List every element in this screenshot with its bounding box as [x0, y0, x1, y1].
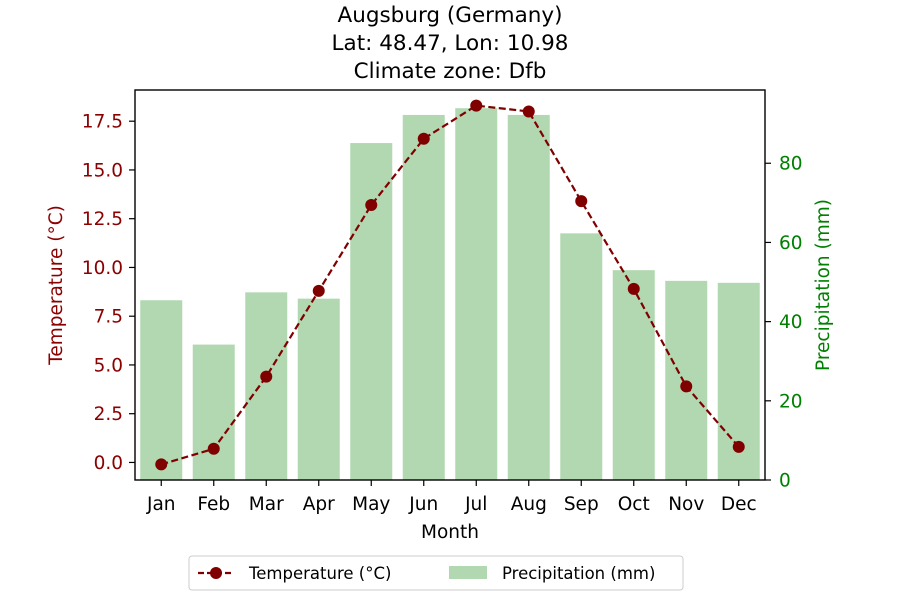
y-axis-left-title: Temperature (°C)	[46, 205, 67, 366]
x-tick-label: Sep	[564, 494, 599, 515]
precipitation-bar	[245, 292, 288, 480]
y-left-tick-label: 17.5	[82, 112, 123, 133]
legend-box	[188, 555, 684, 591]
precipitation-bar	[612, 270, 655, 480]
chart-title-line-2: Lat: 48.47, Lon: 10.98	[332, 31, 569, 56]
x-tick-label: Aug	[511, 494, 547, 515]
precipitation-bar	[140, 300, 183, 480]
x-axis: Jan Feb Mar Apr May Jun Jul Aug Sep Oct Nov Dec	[146, 480, 757, 515]
temperature-point	[575, 195, 588, 208]
x-tick-label: Dec	[721, 494, 757, 515]
temperature-point	[207, 442, 220, 455]
temperature-point	[312, 284, 325, 297]
x-tick-label: Oct	[618, 494, 650, 515]
legend-item-precipitation: Precipitation (mm)	[449, 564, 655, 583]
precipitation-bar	[560, 233, 603, 480]
temperature-point	[365, 199, 378, 212]
precipitation-bar	[507, 114, 550, 481]
y-left-tick-label: 0.0	[94, 453, 123, 474]
precipitation-bar	[297, 298, 340, 480]
x-tick-label: May	[352, 494, 390, 515]
temperature-point	[680, 380, 693, 393]
temperature-point	[732, 440, 745, 453]
chart-title-line-1: Augsburg (Germany)	[338, 3, 563, 28]
temperature-point	[470, 99, 483, 112]
y-left-tick-label: 12.5	[82, 209, 123, 230]
x-tick-label: Feb	[197, 494, 230, 515]
precipitation-bar	[192, 344, 235, 480]
chart-title: Augsburg (Germany) Lat: 48.47, Lon: 10.9…	[332, 3, 569, 84]
y-left-tick-label: 7.5	[94, 307, 123, 328]
legend-precipitation-swatch	[449, 566, 487, 579]
precipitation-bars	[140, 108, 760, 481]
y-axis-right-title: Precipitation (mm)	[813, 199, 834, 371]
plot-frame	[134, 89, 766, 481]
legend: Temperature (°C) Precipitation (mm)	[188, 555, 684, 591]
legend-temperature-marker	[210, 567, 222, 579]
x-tick-label: Jul	[464, 494, 487, 515]
temperature-line-path	[160, 104, 740, 466]
x-tick-label: Jun	[408, 494, 438, 515]
y-right-tick-label: 40	[779, 312, 803, 333]
y-right-tick-label: 80	[779, 154, 803, 175]
y-axis-right: 0 20 40 60 80	[765, 154, 803, 492]
x-tick-label: Jan	[146, 494, 176, 515]
x-tick-label: Apr	[303, 494, 335, 515]
precipitation-bar	[455, 108, 498, 480]
temperature-point	[260, 370, 273, 383]
y-axis-left: 0.0 2.5 5.0 7.5 10.0 12.5 15.0 17.5	[82, 112, 135, 474]
x-axis-title: Month	[421, 522, 479, 543]
y-right-tick-label: 60	[779, 233, 803, 254]
temperature-point	[155, 458, 168, 471]
temperature-point	[627, 282, 640, 295]
x-tick-label: Mar	[249, 494, 284, 515]
precipitation-bar	[350, 143, 393, 480]
y-right-tick-label: 20	[779, 391, 803, 412]
legend-item-temperature: Temperature (°C)	[198, 564, 391, 583]
temperature-point	[522, 105, 535, 118]
y-left-tick-label: 2.5	[94, 404, 123, 425]
temperature-point	[417, 132, 430, 145]
legend-precipitation-label: Precipitation (mm)	[502, 564, 655, 583]
y-left-tick-label: 10.0	[82, 258, 123, 279]
y-right-tick-label: 0	[779, 471, 791, 492]
chart-title-line-3: Climate zone: Dfb	[354, 59, 547, 84]
x-tick-label: Nov	[668, 494, 704, 515]
legend-temperature-label: Temperature (°C)	[248, 564, 391, 583]
temperature-line	[155, 99, 745, 471]
y-left-tick-label: 5.0	[94, 355, 123, 376]
precipitation-bar	[402, 114, 445, 481]
y-left-tick-label: 15.0	[82, 160, 123, 181]
